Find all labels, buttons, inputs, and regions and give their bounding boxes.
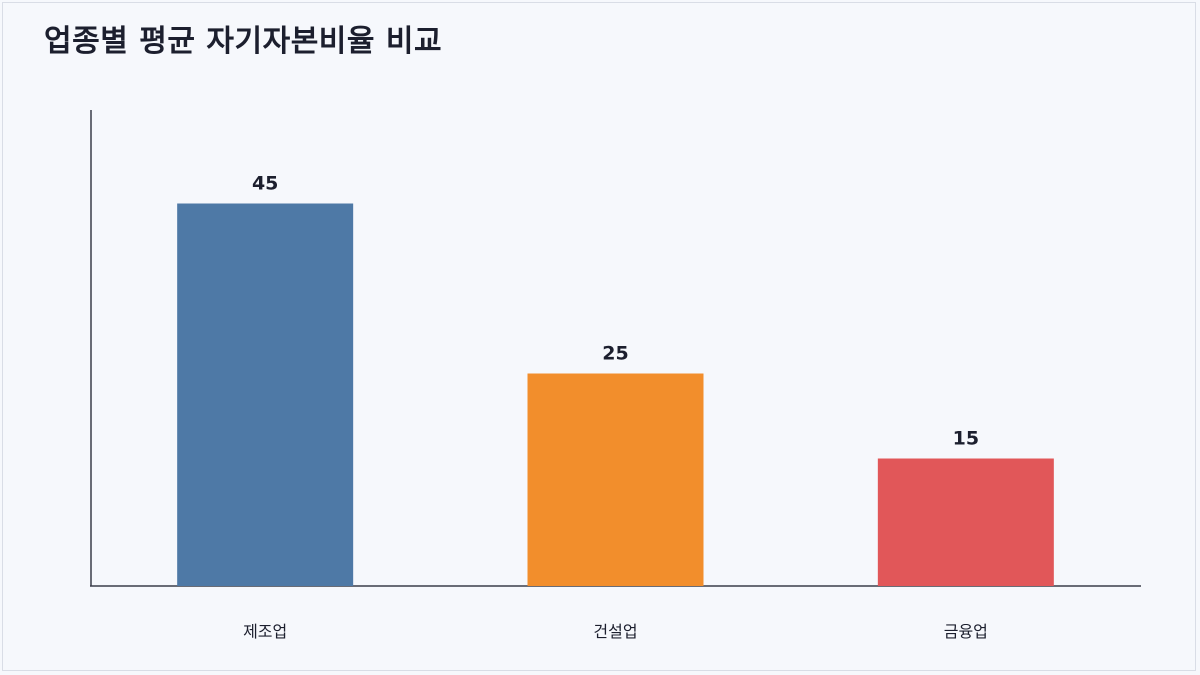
bar-1: [177, 203, 354, 586]
category-label-3: 금융업: [944, 622, 988, 641]
bar-group: 45 제조업 25 건설업 15 금융업: [177, 173, 1054, 641]
bar-2: [527, 373, 704, 586]
value-label-3: 15: [953, 428, 979, 450]
category-label-2: 건설업: [593, 622, 637, 641]
chart-title: 업종별 평균 자기자본비율 비교: [44, 24, 443, 59]
value-label-1: 45: [252, 173, 278, 195]
bar-3: [877, 458, 1054, 586]
category-label-1: 제조업: [243, 622, 287, 641]
value-label-2: 25: [602, 343, 628, 365]
